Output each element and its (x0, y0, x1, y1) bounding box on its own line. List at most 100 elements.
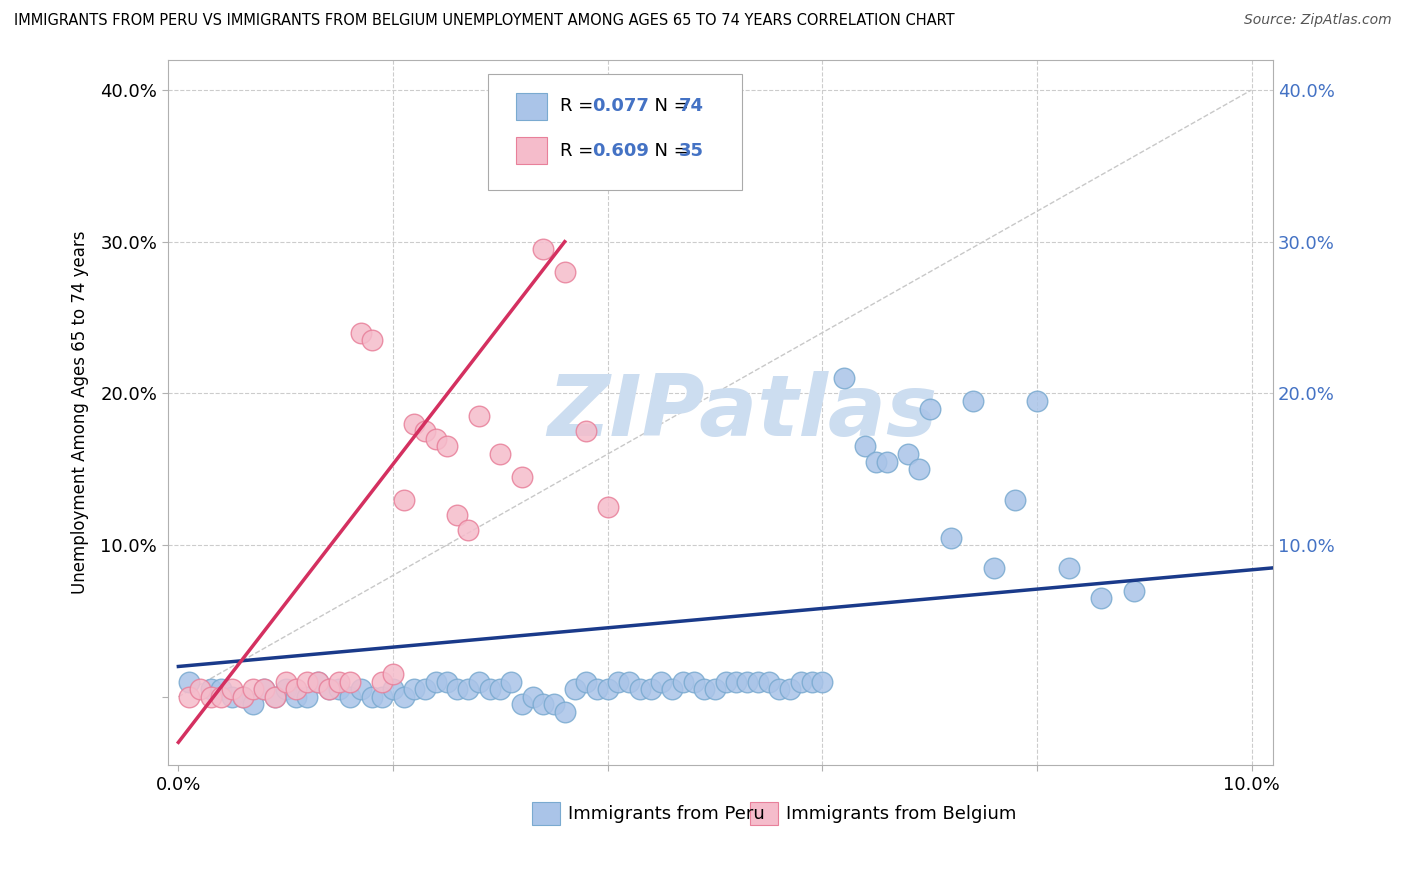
Point (704, 682, 727, 697)
Point (457, 523, 479, 537)
Text: 35: 35 (678, 142, 703, 160)
Y-axis label: Unemployment Among Ages 65 to 74 years: Unemployment Among Ages 65 to 74 years (72, 231, 89, 594)
Point (617, 674, 640, 689)
Point (404, 682, 426, 697)
Point (446, 682, 468, 697)
Point (339, 674, 361, 689)
Point (253, 682, 276, 697)
Point (478, 682, 501, 697)
Point (918, 401, 941, 416)
Point (232, 690, 254, 704)
FancyBboxPatch shape (516, 137, 547, 164)
Point (360, 690, 382, 704)
FancyBboxPatch shape (533, 803, 560, 825)
Point (221, 690, 243, 704)
Point (318, 682, 340, 697)
Point (531, 698, 554, 712)
Point (768, 682, 790, 697)
Point (628, 682, 651, 697)
Text: IMMIGRANTS FROM PERU VS IMMIGRANTS FROM BELGIUM UNEMPLOYMENT AMONG AGES 65 TO 74: IMMIGRANTS FROM PERU VS IMMIGRANTS FROM … (14, 13, 955, 29)
Point (468, 674, 491, 689)
Point (177, 690, 200, 704)
Point (661, 682, 683, 697)
Point (876, 455, 898, 469)
Point (350, 326, 373, 340)
Point (489, 447, 512, 461)
Point (457, 682, 479, 697)
Point (522, 690, 544, 704)
Point (200, 690, 222, 704)
Point (983, 561, 1005, 575)
Point (307, 674, 329, 689)
Point (575, 425, 598, 439)
Point (392, 492, 415, 507)
Point (1004, 492, 1026, 507)
Text: Immigrants from Peru: Immigrants from Peru (568, 805, 765, 822)
Point (295, 690, 318, 704)
Point (1025, 394, 1047, 409)
Point (392, 690, 415, 704)
Text: Immigrants from Belgium: Immigrants from Belgium (786, 805, 1017, 822)
Point (382, 667, 405, 681)
Point (274, 682, 297, 697)
FancyBboxPatch shape (488, 74, 742, 190)
Point (714, 674, 737, 689)
Point (285, 682, 308, 697)
Point (425, 674, 447, 689)
Text: R =: R = (560, 97, 599, 115)
Point (832, 371, 855, 385)
Text: 0.077: 0.077 (592, 97, 650, 115)
Point (382, 682, 405, 697)
Point (617, 120, 640, 135)
Point (790, 674, 813, 689)
Point (1122, 583, 1144, 598)
Point (543, 698, 565, 712)
Point (758, 674, 780, 689)
Point (672, 674, 695, 689)
Point (177, 674, 200, 689)
Point (1090, 591, 1112, 606)
Point (446, 508, 468, 522)
Point (436, 674, 458, 689)
Text: ZIPatlas: ZIPatlas (547, 371, 938, 454)
Point (747, 674, 769, 689)
Point (735, 674, 758, 689)
Point (371, 690, 394, 704)
Point (200, 682, 222, 697)
Point (939, 531, 962, 545)
Point (607, 674, 630, 689)
Point (295, 674, 318, 689)
Point (897, 447, 920, 461)
Point (404, 417, 426, 431)
Point (640, 682, 662, 697)
Point (693, 682, 716, 697)
Text: 0.609: 0.609 (592, 142, 650, 160)
Point (865, 455, 887, 469)
Point (468, 409, 491, 424)
Point (274, 674, 297, 689)
Point (586, 682, 609, 697)
Point (650, 674, 672, 689)
Point (510, 698, 533, 712)
Point (413, 682, 436, 697)
Point (811, 674, 834, 689)
Point (510, 470, 533, 484)
Point (596, 500, 619, 515)
Point (209, 690, 232, 704)
Text: N =: N = (643, 142, 695, 160)
Point (1057, 561, 1080, 575)
Point (853, 440, 876, 454)
Point (962, 394, 984, 409)
Point (328, 674, 350, 689)
Point (242, 698, 264, 712)
Point (800, 674, 823, 689)
Text: R =: R = (560, 142, 599, 160)
Point (328, 682, 350, 697)
FancyBboxPatch shape (751, 803, 778, 825)
Point (371, 674, 394, 689)
Point (188, 682, 211, 697)
Point (554, 265, 576, 279)
Point (307, 674, 329, 689)
Point (499, 674, 522, 689)
Point (682, 674, 704, 689)
